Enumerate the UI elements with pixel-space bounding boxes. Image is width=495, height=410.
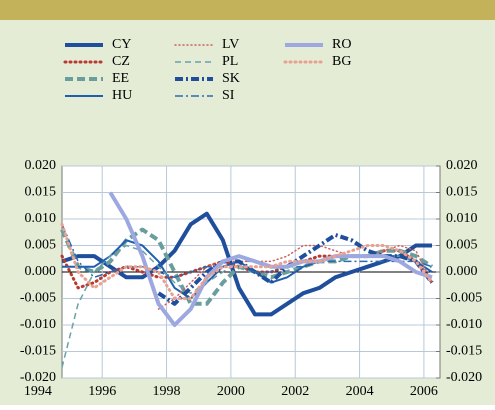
legend-label: CZ (112, 54, 130, 69)
y2-tick-label: 0.015 (446, 185, 478, 200)
legend-label: RO (332, 37, 351, 52)
y2-tick-label: 0.005 (446, 238, 478, 253)
y2-tick-label: -0.015 (446, 344, 482, 359)
y-tick-label: -0.010 (20, 317, 56, 332)
y-tick-label: 0.000 (25, 264, 57, 279)
legend-label: SI (222, 88, 235, 103)
y2-tick-label: -0.010 (446, 317, 482, 332)
y2-tick-label: 0.010 (446, 211, 478, 226)
x-tick-label: 2002 (281, 384, 309, 399)
legend-label: LV (222, 37, 239, 52)
legend-label: PL (222, 54, 238, 69)
series-line (61, 211, 432, 317)
series-line (157, 244, 433, 310)
y2-tick-label: -0.020 (446, 370, 482, 385)
legend-label: HU (112, 88, 132, 103)
x-tick-label: 1994 (24, 384, 52, 399)
legend-label: BG (332, 54, 351, 69)
y2-tick-label: -0.005 (446, 291, 482, 306)
y2-tick-label: 0.000 (446, 264, 478, 279)
y-tick-label: 0.010 (25, 211, 57, 226)
y-tick-label: -0.020 (20, 370, 56, 385)
series-line (61, 244, 433, 368)
x-tick-label: 1998 (153, 384, 181, 399)
legend-label: EE (112, 71, 129, 86)
y-tick-label: 0.020 (25, 158, 57, 173)
y-tick-label: 0.015 (25, 185, 57, 200)
x-tick-label: 1996 (88, 384, 116, 399)
y-tick-label: -0.015 (20, 344, 56, 359)
x-tick-label: 2004 (346, 384, 374, 399)
legend-label: SK (222, 71, 240, 86)
legend-label: CY (112, 37, 131, 52)
x-tick-label: 2000 (217, 384, 245, 399)
x-tick-label: 2006 (410, 384, 438, 399)
y2-tick-label: 0.020 (446, 158, 478, 173)
y-tick-label: 0.005 (25, 238, 57, 253)
header-band (0, 0, 495, 20)
y-tick-label: -0.005 (20, 291, 56, 306)
series-line (60, 222, 434, 300)
